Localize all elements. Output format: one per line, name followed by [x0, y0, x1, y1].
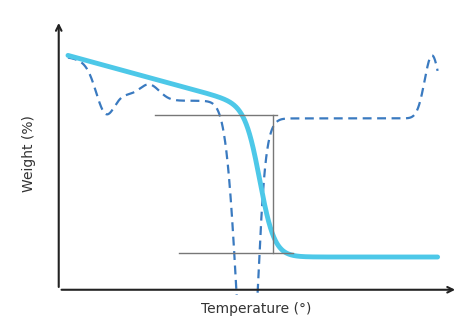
Text: Temperature (°): Temperature (°) [201, 302, 312, 316]
Text: Weight (%): Weight (%) [22, 115, 36, 192]
